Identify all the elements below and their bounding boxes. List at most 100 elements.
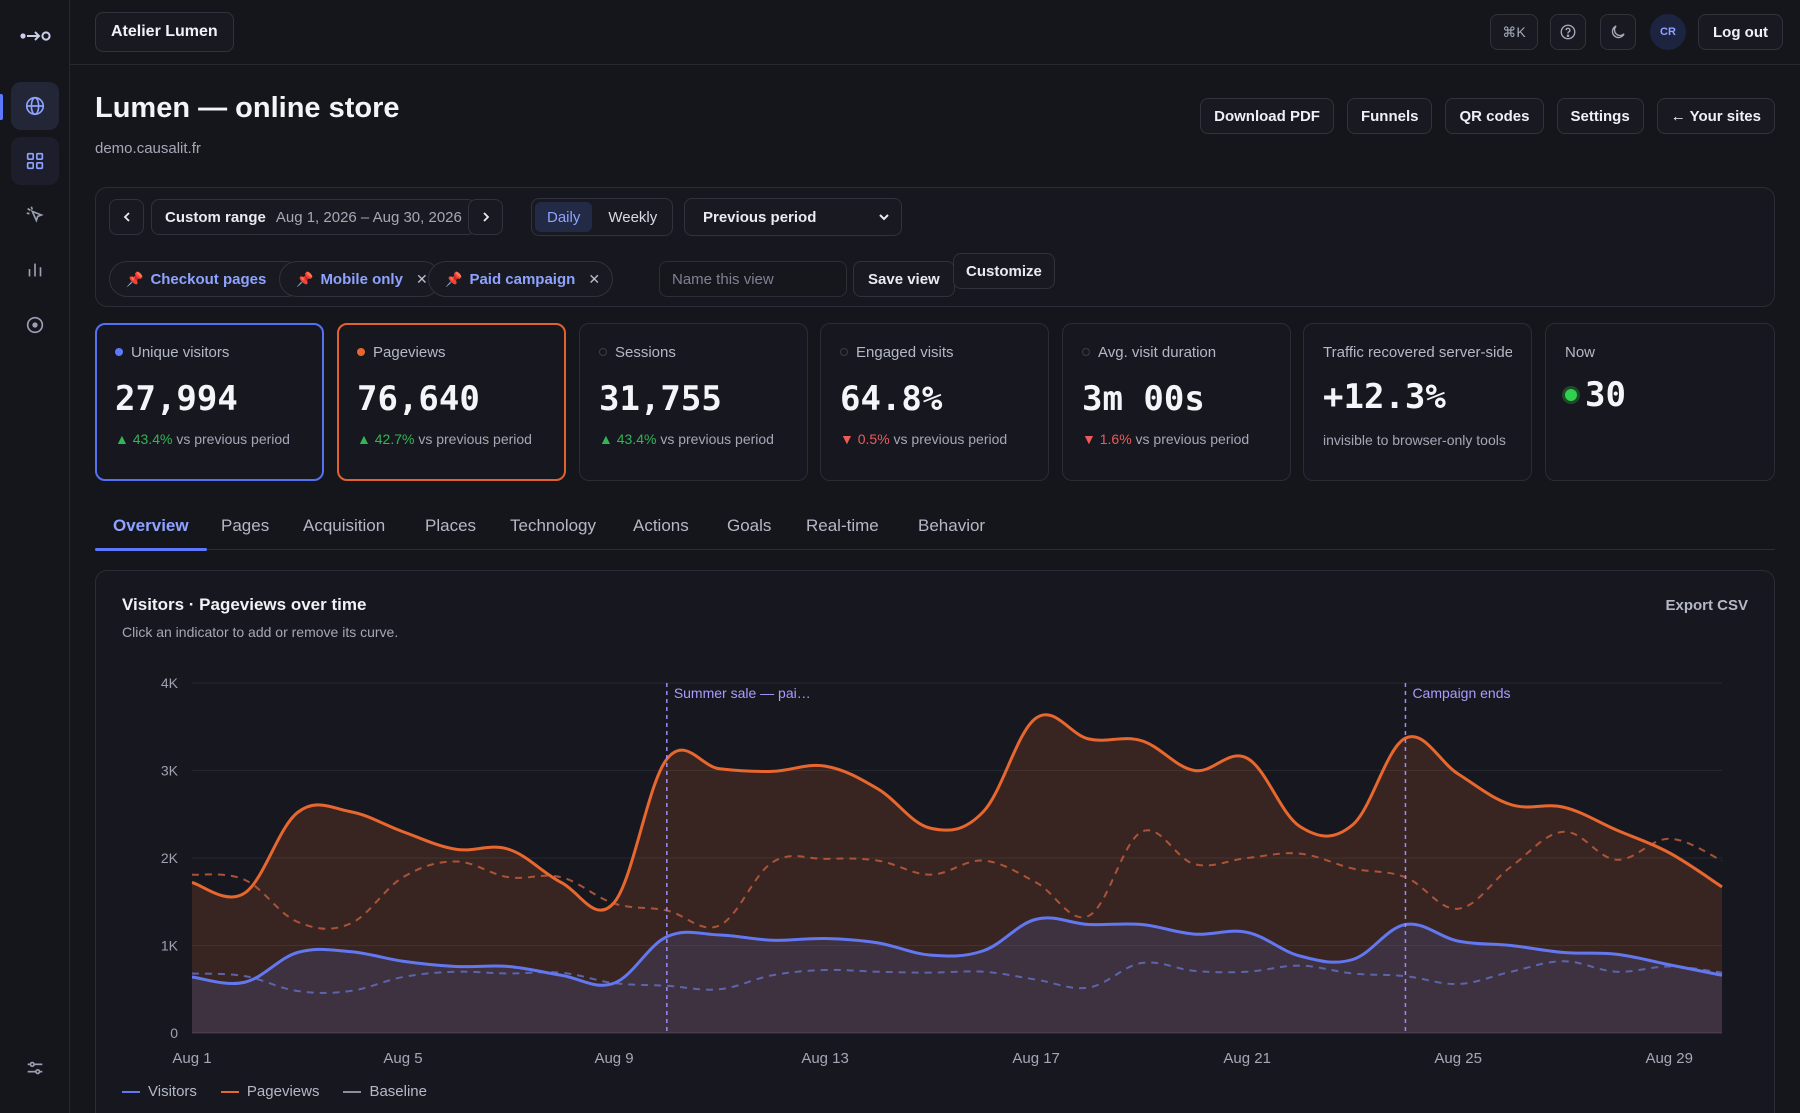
logo-icon[interactable]: [19, 26, 51, 46]
settings-button[interactable]: Settings: [1556, 98, 1644, 134]
compare-select[interactable]: Previous period: [684, 198, 902, 236]
workspace-switcher[interactable]: Atelier Lumen: [95, 12, 234, 52]
close-icon[interactable]: ✕: [415, 270, 428, 287]
tab-acquisition[interactable]: Acquisition: [303, 516, 386, 535]
tab-overview[interactable]: Overview: [95, 510, 207, 551]
kpi-delta: ▲ 42.7% vs previous period: [357, 431, 546, 447]
sidebar: [0, 0, 70, 1113]
pin-icon: 📌: [445, 270, 463, 287]
sidebar-item-globe[interactable]: [11, 82, 59, 130]
command-palette-button[interactable]: ⌘K: [1490, 14, 1538, 50]
tab-pages[interactable]: Pages: [221, 516, 270, 535]
annotation-label: Campaign ends: [1412, 685, 1510, 701]
x-tick-label: Aug 5: [383, 1050, 422, 1067]
legend-swatch: [220, 1090, 239, 1093]
kpi-value: 76,640: [357, 379, 480, 419]
avatar[interactable]: CR: [1650, 14, 1686, 50]
sidebar-item-clicks[interactable]: [11, 191, 59, 239]
customize-button[interactable]: Customize: [953, 253, 1055, 289]
report-tabs: Overview Pages Acquisition Places Techno…: [95, 510, 1775, 551]
kpi-label: Sessions: [599, 342, 788, 362]
delta-value: ▼ 0.5%: [840, 431, 890, 447]
kpi-now[interactable]: Now 30: [1545, 323, 1775, 481]
header-actions: Download PDF Funnels QR codes Settings ←…: [1200, 98, 1775, 134]
kpi-card[interactable]: Avg. visit duration 3m 00s ▼ 1.6% vs previ…: [1062, 323, 1291, 481]
kpi-label: Avg. visit duration: [1082, 342, 1271, 362]
range-label: Custom range: [165, 208, 266, 226]
download-pdf-button[interactable]: Download PDF: [1200, 98, 1334, 134]
tab-behavior[interactable]: Behavior: [918, 516, 986, 535]
area-pageviews: [192, 714, 1722, 1033]
help-button[interactable]: [1550, 14, 1586, 50]
kpi-recovered[interactable]: Traffic recovered server-side +12.3% inv…: [1303, 323, 1532, 481]
kpi-value: 30: [1585, 375, 1626, 415]
filter-chip-checkout[interactable]: 📌 Checkout pages ✕: [109, 261, 305, 297]
funnels-button[interactable]: Funnels: [1346, 98, 1433, 134]
series-line-pageviews-baseline: [191, 829, 1723, 930]
sliders-icon: [27, 1061, 43, 1075]
x-tick-label: Aug 25: [1434, 1050, 1482, 1067]
kpi-card[interactable]: Unique visitors 27,994 ▲ 43.4% vs previous…: [95, 323, 324, 481]
sidebar-item-preferences[interactable]: [11, 1044, 59, 1092]
qr-codes-button[interactable]: QR codes: [1445, 98, 1544, 134]
kpi-card[interactable]: Sessions 31,755 ▲ 43.4% vs previous period: [579, 323, 808, 481]
chart-panel: Visitors · Pageviews over time Click an …: [95, 570, 1775, 1113]
y-tick-label: 3K: [161, 763, 179, 779]
legend-baseline[interactable]: Baseline: [343, 1083, 427, 1100]
series-line-visitors-baseline: [191, 960, 1723, 994]
active-nav-marker: [0, 94, 3, 120]
sidebar-item-goals[interactable]: [11, 301, 59, 349]
delta-value: ▼ 1.6%: [1082, 431, 1132, 447]
tab-places[interactable]: Places: [425, 516, 477, 535]
view-name-input[interactable]: [659, 261, 847, 297]
x-tick-label: Aug 17: [1012, 1050, 1060, 1067]
x-tick-label: Aug 9: [594, 1050, 633, 1067]
series-line-pageviews: [191, 713, 1723, 912]
save-view-button[interactable]: Save view: [853, 261, 955, 297]
kpi-delta: ▼ 1.6% vs previous period: [1082, 431, 1271, 447]
chevron-right-icon: [482, 212, 489, 222]
series-dot-icon: [357, 348, 365, 356]
tab-technology[interactable]: Technology: [510, 516, 597, 535]
chart-legend: Visitors Pageviews Baseline: [122, 1083, 427, 1100]
kpi-card[interactable]: Engaged visits 64.8% ▼ 0.5% vs previous pe…: [820, 323, 1049, 481]
y-tick-label: 1K: [161, 938, 179, 954]
theme-toggle[interactable]: [1600, 14, 1636, 50]
tab-actions[interactable]: Actions: [633, 516, 689, 535]
pin-icon: 📌: [126, 270, 144, 287]
y-tick-label: 4K: [161, 675, 179, 691]
date-range-picker[interactable]: Custom range Aug 1, 2026 – Aug 30, 2026: [151, 199, 476, 235]
kpi-card[interactable]: Pageviews 76,640 ▲ 42.7% vs previous perio…: [337, 323, 566, 481]
logout-button[interactable]: Log out: [1698, 14, 1783, 50]
y-tick-label: 0: [170, 1025, 178, 1041]
delta-suffix: vs previous period: [176, 431, 290, 447]
sidebar-item-dashboard[interactable]: [11, 137, 59, 185]
granularity-weekly[interactable]: Weekly: [608, 208, 658, 226]
kpi-value-row: 30: [1565, 375, 1755, 415]
granularity-daily[interactable]: Daily: [535, 202, 593, 232]
chevron-down-icon: [879, 214, 889, 221]
next-range-button[interactable]: [468, 199, 503, 235]
globe-icon: [25, 96, 45, 116]
legend-swatch: [343, 1090, 362, 1093]
previous-range-button[interactable]: [109, 199, 144, 235]
series-line-visitors: [191, 916, 1723, 987]
tab-goals[interactable]: Goals: [727, 516, 772, 535]
filter-chip-mobile[interactable]: 📌 Mobile only ✕: [279, 261, 441, 297]
area-visitors: [192, 917, 1722, 1033]
chart-title: Visitors · Pageviews over time: [122, 595, 367, 614]
visitors-pageviews-chart[interactable]: 0 1K 2K 3K 4K Aug 1 Aug 5 Aug 9 Aug 13 Aug 17 Aug …: [96, 571, 1776, 1081]
legend-pageviews[interactable]: Pageviews: [220, 1083, 319, 1100]
kpi-label: Unique visitors: [115, 342, 304, 362]
site-domain: demo.causalit.fr: [95, 140, 201, 157]
series-dot-icon: [840, 348, 848, 356]
sidebar-item-reports[interactable]: [11, 246, 59, 294]
kpi-label-text: Unique visitors: [131, 343, 230, 361]
tab-real-time[interactable]: Real-time: [806, 516, 879, 535]
your-sites-button[interactable]: ← Your sites: [1656, 98, 1775, 134]
legend-visitors[interactable]: Visitors: [122, 1083, 197, 1100]
series-dot-icon: [1082, 348, 1090, 356]
close-icon[interactable]: ✕: [588, 270, 601, 287]
export-csv-button[interactable]: Export CSV: [1665, 597, 1748, 614]
filter-chip-campaign[interactable]: 📌 Paid campaign ✕: [428, 261, 614, 297]
